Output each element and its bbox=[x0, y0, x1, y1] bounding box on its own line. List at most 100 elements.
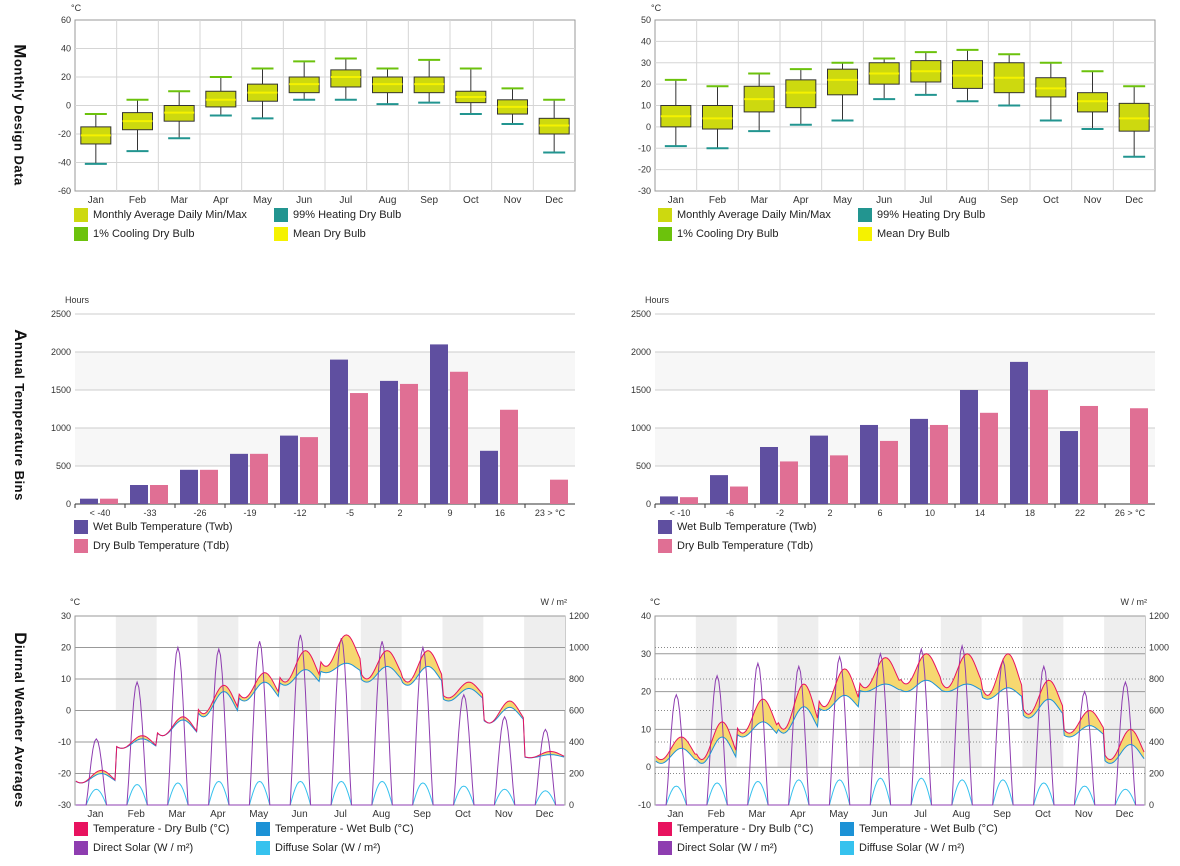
y2-tick-label: 1200 bbox=[1149, 611, 1169, 621]
legend-item-diffuse-solar: Diffuse Solar (W / m²) bbox=[256, 841, 381, 855]
x-tick-label: 23 > °C bbox=[535, 508, 566, 518]
x-tick-label: Dec bbox=[1125, 195, 1143, 206]
x-tick-label: Jul bbox=[919, 195, 932, 206]
x-tick-label: May bbox=[253, 195, 272, 206]
bar bbox=[810, 435, 828, 504]
bar bbox=[400, 383, 418, 504]
y2-tick-label: 1000 bbox=[1149, 643, 1169, 653]
y-tick-label: 0 bbox=[66, 706, 71, 716]
legend-item-minmax: Monthly Average Daily Min/Max bbox=[74, 208, 247, 222]
x-tick-label: 9 bbox=[447, 508, 452, 518]
y-tick-label: -30 bbox=[638, 186, 651, 196]
y-axis-unit: °C bbox=[70, 597, 81, 607]
x-tick-label: -12 bbox=[293, 508, 306, 518]
x-tick-label: Aug bbox=[952, 809, 970, 820]
legend-label: Mean Dry Bulb bbox=[293, 228, 366, 240]
x-tick-label: Oct bbox=[1043, 195, 1059, 206]
y-tick-label: 40 bbox=[61, 44, 71, 54]
row-title-bins-text: Annual Temperature Bins bbox=[11, 329, 30, 501]
x-tick-label: Feb bbox=[708, 809, 726, 820]
legend-item-mean: Mean Dry Bulb bbox=[858, 227, 950, 241]
minmax-box bbox=[785, 79, 817, 109]
bar bbox=[1130, 408, 1148, 504]
legend-item-drybulb: Dry Bulb Temperature (Tdb) bbox=[74, 539, 229, 553]
x-tick-label: 18 bbox=[1025, 508, 1035, 518]
y-tick-label: 20 bbox=[61, 643, 71, 653]
bar bbox=[1060, 431, 1078, 504]
y-tick-label: 30 bbox=[641, 649, 651, 659]
x-tick-label: < -10 bbox=[670, 508, 691, 518]
y2-tick-label: 0 bbox=[569, 800, 574, 810]
y-tick-label: -10 bbox=[638, 143, 651, 153]
y2-tick-label: 600 bbox=[1149, 706, 1164, 716]
y-axis-unit: °C bbox=[651, 3, 662, 13]
legend-swatch-mean bbox=[274, 227, 288, 241]
legend-swatch-minmax bbox=[658, 208, 672, 222]
minmax-box bbox=[1118, 102, 1150, 132]
x-tick-label: Jan bbox=[88, 195, 104, 206]
y-tick-label: 2500 bbox=[51, 309, 71, 319]
y-axis-unit: Hours bbox=[645, 295, 670, 305]
legend-item-direct-solar: Direct Solar (W / m²) bbox=[658, 841, 777, 855]
x-tick-label: Feb bbox=[129, 195, 147, 206]
legend-label: 1% Cooling Dry Bulb bbox=[93, 228, 195, 240]
diurnal-chart-right: 0 200 400 600 800 1000 1200 -10 0 10 20 30 40 °C W / m… bbox=[638, 597, 1169, 820]
x-tick-label: Jul bbox=[914, 809, 927, 820]
bar bbox=[200, 469, 218, 504]
bar bbox=[300, 437, 318, 504]
row-title-diurnal-text: Diurnal Weather Averages bbox=[11, 632, 30, 808]
bar bbox=[280, 435, 298, 504]
x-tick-label: Jun bbox=[872, 809, 888, 820]
y-tick-label: 20 bbox=[641, 687, 651, 697]
legend-label: Dry Bulb Temperature (Tdb) bbox=[677, 540, 814, 552]
x-tick-label: Apr bbox=[213, 195, 229, 206]
bar bbox=[230, 453, 248, 504]
x-tick-label: -33 bbox=[143, 508, 156, 518]
bar bbox=[980, 412, 998, 504]
bar bbox=[910, 418, 928, 504]
legend-item-cooling: 1% Cooling Dry Bulb bbox=[658, 227, 779, 241]
x-tick-label: May bbox=[249, 809, 268, 820]
x-tick-label: Apr bbox=[793, 195, 809, 206]
legend-label: Mean Dry Bulb bbox=[877, 228, 950, 240]
legend-swatch-wetbulb-line bbox=[840, 822, 854, 836]
legend-label: 99% Heating Dry Bulb bbox=[293, 209, 402, 221]
legend-swatch-direct-solar bbox=[74, 841, 88, 855]
grid-band bbox=[75, 390, 575, 428]
legend-swatch-wetbulb bbox=[74, 520, 88, 534]
legend-item-drybulb-line: Temperature - Dry Bulb (°C) bbox=[74, 822, 229, 836]
x-tick-label: 2 bbox=[397, 508, 402, 518]
y-axis-unit: °C bbox=[650, 597, 661, 607]
legend-item-wetbulb-line: Temperature - Wet Bulb (°C) bbox=[840, 822, 998, 836]
y-tick-label: 0 bbox=[66, 499, 71, 509]
grid-band bbox=[75, 314, 575, 352]
grid-band bbox=[655, 390, 1155, 428]
legend-item-direct-solar: Direct Solar (W / m²) bbox=[74, 841, 193, 855]
minmax-box bbox=[1035, 77, 1067, 98]
legend-label: Diffuse Solar (W / m²) bbox=[859, 842, 965, 854]
x-tick-label: Jul bbox=[334, 809, 347, 820]
x-tick-label: Sep bbox=[993, 809, 1011, 820]
bar bbox=[380, 380, 398, 504]
legend-swatch-wetbulb bbox=[658, 520, 672, 534]
x-tick-label: May bbox=[829, 809, 848, 820]
minmax-box bbox=[827, 68, 858, 96]
y-tick-label: 0 bbox=[646, 122, 651, 132]
y-tick-label: -10 bbox=[58, 737, 71, 747]
x-tick-label: -5 bbox=[346, 508, 354, 518]
bar bbox=[1080, 405, 1098, 504]
monthly-design-chart-right: -30 -20 -10 0 10 20 30 40 50°C Jan Feb Mar Apr May Jun… bbox=[638, 3, 1156, 206]
y-tick-label: -40 bbox=[58, 158, 71, 168]
y2-tick-label: 1000 bbox=[569, 643, 589, 653]
legend-label: Monthly Average Daily Min/Max bbox=[677, 209, 831, 221]
legend-label: Monthly Average Daily Min/Max bbox=[93, 209, 247, 221]
row-title-bins: Annual Temperature Bins bbox=[0, 300, 40, 530]
row-title-diurnal: Diurnal Weather Averages bbox=[0, 600, 40, 840]
x-tick-label: Jan bbox=[668, 195, 684, 206]
minmax-box bbox=[702, 105, 733, 130]
x-tick-label: Nov bbox=[1075, 809, 1093, 820]
x-tick-label: Apr bbox=[790, 809, 806, 820]
bar bbox=[80, 498, 98, 504]
bar bbox=[860, 424, 878, 504]
y2-tick-label: 200 bbox=[569, 769, 584, 779]
